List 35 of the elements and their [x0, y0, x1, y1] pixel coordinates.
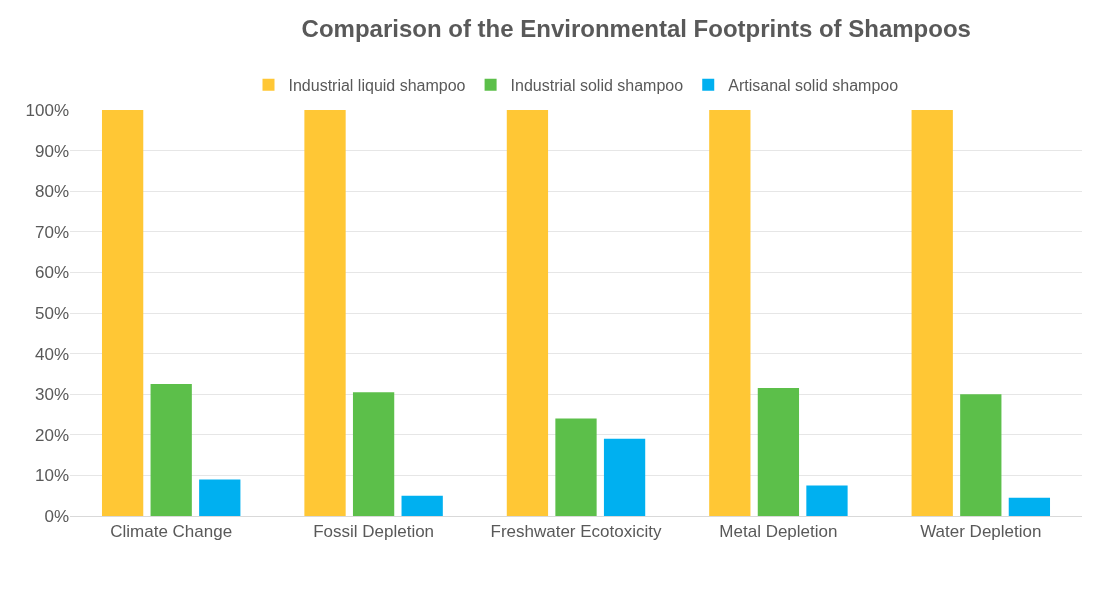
- x-tick-label: Metal Depletion: [719, 522, 838, 542]
- y-tick-label: 70%: [34, 222, 69, 242]
- chart-title: Comparison of the Environmental Footprints of Shampoos: [301, 15, 971, 43]
- y-tick-label: 40%: [34, 344, 69, 364]
- bar: [603, 438, 646, 516]
- y-tick-label: 90%: [34, 141, 69, 161]
- bar: [150, 384, 192, 516]
- bar: [352, 392, 395, 516]
- bar: [304, 110, 346, 516]
- bar: [757, 388, 800, 516]
- y-tick-label: 60%: [34, 263, 69, 283]
- y-tick-label: 0%: [44, 506, 69, 526]
- bar: [1008, 497, 1051, 516]
- legend-label: Industrial solid shampoo: [510, 77, 684, 95]
- bar: [101, 110, 144, 516]
- bar: [709, 110, 751, 516]
- x-tick-label: Fossil Depletion: [313, 522, 435, 542]
- y-tick-label: 80%: [34, 182, 69, 202]
- y-tick-label: 10%: [34, 466, 69, 486]
- x-tick-label: Climate Change: [110, 522, 233, 542]
- bar: [555, 418, 597, 516]
- x-tick-label: Freshwater Ecotoxicity: [490, 522, 662, 542]
- legend-label: Industrial liquid shampoo: [288, 77, 466, 95]
- legend-label: Artisanal solid shampoo: [728, 77, 899, 95]
- bar: [401, 495, 443, 516]
- y-tick-label: 30%: [34, 385, 69, 405]
- bar: [960, 394, 1002, 516]
- bar: [199, 479, 241, 516]
- bar: [911, 110, 953, 516]
- y-tick-label: 20%: [34, 425, 69, 445]
- bar: [806, 485, 848, 516]
- bar: [506, 110, 549, 516]
- x-tick-label: Water Depletion: [920, 522, 1042, 542]
- y-tick-label: 50%: [34, 303, 69, 323]
- y-tick-label: 100%: [25, 100, 69, 120]
